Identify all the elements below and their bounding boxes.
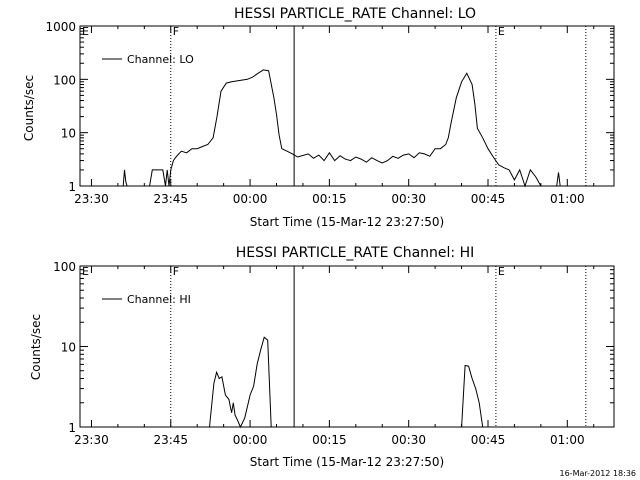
bottom-series-line <box>461 364 484 428</box>
top-event-marker-label: F <box>173 25 179 38</box>
bottom-y-tick-label: 10 <box>61 341 76 355</box>
bottom-x-tick-label: 00:15 <box>312 433 347 447</box>
top-event-marker-label-start: E <box>82 25 89 38</box>
top-series-line <box>122 69 561 188</box>
bottom-x-tick-label: 01:00 <box>550 433 585 447</box>
top-y-tick-label: 100 <box>53 73 76 87</box>
top-event-marker-label: E <box>498 25 505 38</box>
bottom-panel: HESSI PARTICLE_RATE Channel: HI Start Ti… <box>29 245 615 469</box>
bottom-event-marker-label-start: E <box>82 265 89 278</box>
bottom-chart-title: HESSI PARTICLE_RATE Channel: HI <box>236 245 474 261</box>
top-legend-label: Channel: LO <box>127 53 194 66</box>
bottom-series-line <box>209 336 272 429</box>
bottom-x-tick-label: 23:45 <box>153 433 188 447</box>
bottom-x-tick-label: 23:30 <box>74 433 109 447</box>
bottom-x-tick-label: 00:45 <box>471 433 506 447</box>
top-x-tick-label: 00:45 <box>471 192 506 206</box>
bottom-y-axis-label: Counts/sec <box>29 314 43 380</box>
top-panel: HESSI PARTICLE_RATE Channel: LO Start Ti… <box>22 6 615 229</box>
top-x-tick-label: 00:30 <box>391 192 426 206</box>
bottom-y-tick-label: 100 <box>53 260 76 274</box>
top-y-axis-label: Counts/sec <box>22 75 36 141</box>
top-y-tick-label: 10 <box>61 127 76 141</box>
top-x-tick-label: 00:00 <box>233 192 268 206</box>
top-x-tick-label: 01:00 <box>550 192 585 206</box>
top-y-tick-label: 1000 <box>45 20 76 34</box>
top-x-tick-label: 23:45 <box>153 192 188 206</box>
bottom-y-tick-label: 1 <box>68 421 76 435</box>
bottom-event-marker-label: E <box>498 265 505 278</box>
bottom-x-tick-label: 00:00 <box>233 433 268 447</box>
bottom-x-axis-label: Start Time (15-Mar-12 23:27:50) <box>250 455 444 469</box>
bottom-axes-frame <box>79 265 615 428</box>
bottom-event-marker-label: F <box>173 265 179 278</box>
bottom-legend-label: Channel: HI <box>127 293 191 306</box>
footer-timestamp: 16-Mar-2012 18:36 <box>560 469 637 478</box>
top-x-tick-label: 00:15 <box>312 192 347 206</box>
bottom-x-tick-label: 00:30 <box>391 433 426 447</box>
top-y-tick-label: 1 <box>68 180 76 194</box>
top-x-tick-label: 23:30 <box>74 192 109 206</box>
top-x-axis-label: Start Time (15-Mar-12 23:27:50) <box>250 215 444 229</box>
top-chart-title: HESSI PARTICLE_RATE Channel: LO <box>234 6 476 22</box>
top-axes-frame <box>79 25 615 187</box>
